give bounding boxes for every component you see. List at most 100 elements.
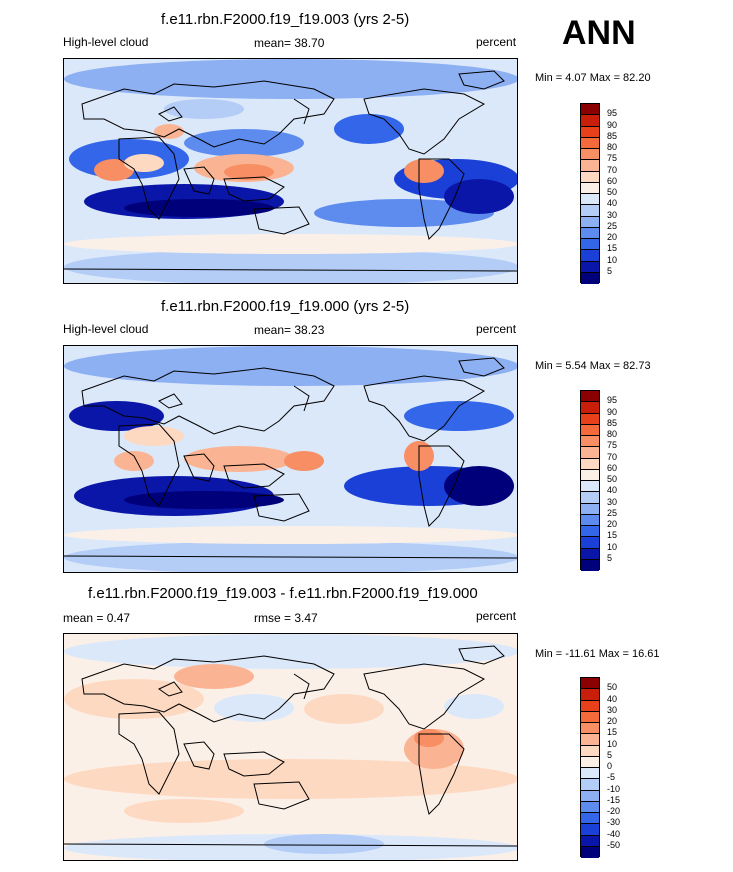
colorbar-tick-label: -15 bbox=[607, 794, 621, 805]
field-contour bbox=[124, 199, 274, 217]
coastline bbox=[418, 733, 465, 815]
coastline bbox=[363, 663, 486, 730]
panel-1-map bbox=[63, 58, 518, 284]
season-label: ANN bbox=[562, 14, 636, 52]
coastline bbox=[183, 741, 215, 770]
field-contour bbox=[64, 759, 517, 799]
colorbar-segment bbox=[581, 559, 599, 571]
colorbar-segment bbox=[581, 182, 599, 194]
colorbar-tick-label: 90 bbox=[607, 406, 618, 417]
coastline bbox=[253, 493, 310, 522]
field-contour bbox=[64, 249, 517, 283]
panel-3-units-label: percent bbox=[476, 609, 517, 623]
panel-1-variable-label: High-level cloud bbox=[63, 35, 149, 49]
colorbar-tick-label: 25 bbox=[607, 507, 618, 518]
field-contour bbox=[64, 526, 517, 544]
colorbar-tick-label: 70 bbox=[607, 164, 618, 175]
panel-1-title: f.e11.rbn.F2000.f19_f19.003 (yrs 2-5) bbox=[161, 11, 410, 28]
colorbar-tick-label: 30 bbox=[607, 496, 618, 507]
colorbar-segment bbox=[581, 239, 599, 251]
colorbar-segment bbox=[581, 391, 599, 403]
colorbar-tick-label: 50 bbox=[607, 474, 618, 484]
coastline bbox=[64, 843, 517, 847]
colorbar-segment bbox=[581, 846, 599, 858]
coastline bbox=[81, 367, 335, 435]
field-contour bbox=[184, 129, 304, 157]
field-contour bbox=[64, 59, 517, 99]
colorbar-tick-label: 40 bbox=[607, 693, 618, 704]
colorbar-tick-label: 70 bbox=[607, 451, 618, 462]
panel-2-colorbar bbox=[580, 390, 600, 571]
colorbar-segment bbox=[581, 458, 599, 470]
colorbar-tick-label: 80 bbox=[607, 429, 618, 439]
colorbar-segment bbox=[581, 436, 599, 448]
colorbar-segment bbox=[581, 779, 599, 791]
colorbar-tick-label: 10 bbox=[607, 541, 618, 552]
colorbar-segment bbox=[581, 413, 599, 425]
colorbar-segment bbox=[581, 402, 599, 414]
panel-3-map bbox=[63, 633, 518, 861]
colorbar-segment bbox=[581, 756, 599, 768]
colorbar-tick-label: 90 bbox=[607, 119, 618, 130]
colorbar-segment bbox=[581, 526, 599, 538]
colorbar-tick-label: 5 bbox=[607, 552, 613, 563]
colorbar-tick-label: 10 bbox=[607, 254, 618, 265]
field-contour bbox=[444, 179, 514, 214]
coastline bbox=[363, 375, 486, 442]
colorbar-tick-label: -40 bbox=[607, 828, 621, 839]
colorbar-segment bbox=[581, 503, 599, 515]
colorbar-segment bbox=[581, 261, 599, 273]
field-contour bbox=[314, 199, 494, 227]
colorbar-segment bbox=[581, 160, 599, 172]
coastline bbox=[458, 645, 505, 665]
colorbar-segment bbox=[581, 424, 599, 436]
panel-1-mean-label: mean= 38.70 bbox=[254, 36, 325, 50]
colorbar-segment bbox=[581, 447, 599, 459]
colorbar-segment bbox=[581, 126, 599, 138]
colorbar-tick-label: 15 bbox=[607, 243, 618, 254]
coastline bbox=[458, 70, 505, 90]
colorbar-tick-label: 95 bbox=[607, 395, 618, 406]
panel-3-rmse-label: rmse = 3.47 bbox=[254, 611, 318, 625]
colorbar-segment bbox=[581, 734, 599, 746]
coastline bbox=[293, 98, 310, 125]
colorbar-segment bbox=[581, 678, 599, 690]
panel-3-map-fill bbox=[64, 634, 517, 860]
coastline bbox=[118, 711, 180, 795]
field-contour bbox=[64, 346, 517, 386]
colorbar-tick-label: 40 bbox=[607, 485, 618, 496]
colorbar-tick-label: 5 bbox=[607, 749, 613, 760]
coastline bbox=[183, 166, 215, 195]
field-contour bbox=[174, 664, 254, 689]
colorbar-tick-label: 15 bbox=[607, 727, 618, 738]
colorbar-tick-label: -50 bbox=[607, 839, 621, 850]
colorbar-tick-label: -30 bbox=[607, 817, 621, 828]
colorbar-tick-label: 20 bbox=[607, 716, 618, 726]
field-contour bbox=[444, 466, 514, 506]
colorbar-tick-label: 5 bbox=[607, 265, 613, 276]
field-contour bbox=[304, 694, 384, 724]
panel-2-title: f.e11.rbn.F2000.f19_f19.000 (yrs 2-5) bbox=[161, 298, 410, 315]
field-contour bbox=[444, 694, 504, 719]
colorbar-segment bbox=[581, 115, 599, 127]
colorbar-segment bbox=[581, 745, 599, 757]
field-contour bbox=[124, 154, 164, 172]
panel-1-coastlines bbox=[64, 70, 517, 272]
colorbar-segment bbox=[581, 137, 599, 149]
colorbar-segment bbox=[581, 149, 599, 161]
coastline bbox=[223, 463, 285, 489]
colorbar-segment bbox=[581, 492, 599, 504]
coastline bbox=[418, 445, 465, 527]
coastline bbox=[253, 781, 310, 810]
colorbar-segment bbox=[581, 835, 599, 847]
colorbar-tick-label: 50 bbox=[607, 682, 618, 693]
coastline bbox=[223, 751, 285, 777]
colorbar-segment bbox=[581, 711, 599, 723]
field-contour bbox=[404, 159, 444, 183]
colorbar-tick-label: 30 bbox=[607, 209, 618, 220]
colorbar-segment bbox=[581, 481, 599, 493]
colorbar-segment bbox=[581, 171, 599, 183]
panel-2-mean-label: mean= 38.23 bbox=[254, 323, 325, 337]
colorbar-tick-label: 15 bbox=[607, 530, 618, 541]
panel-1-colorbar bbox=[580, 103, 600, 284]
